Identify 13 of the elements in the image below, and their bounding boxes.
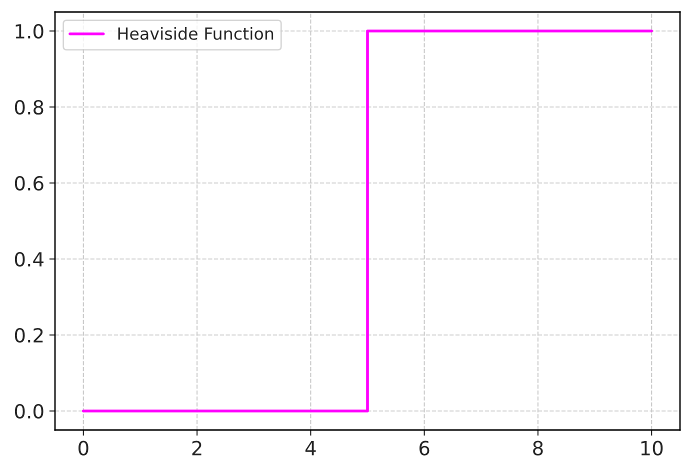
x-tick-label: 10 bbox=[641, 440, 663, 456]
x-tick-label: 0 bbox=[78, 440, 88, 456]
x-tick-label: 4 bbox=[305, 441, 316, 456]
y-tick-label: 0.6 bbox=[14, 176, 44, 191]
x-tick-label: 6 bbox=[419, 440, 430, 456]
y-tick-label: 0.4 bbox=[14, 252, 44, 267]
y-tick-label: 0.8 bbox=[14, 100, 44, 115]
legend-label: Heaviside Function bbox=[118, 27, 274, 40]
y-tick-label: 1.0 bbox=[16, 24, 44, 39]
x-tick-label: 2 bbox=[192, 440, 202, 456]
y-tick-label: 0.2 bbox=[14, 328, 43, 343]
y-tick-label: 0.0 bbox=[14, 404, 44, 419]
x-tick-label: 8 bbox=[533, 440, 543, 456]
